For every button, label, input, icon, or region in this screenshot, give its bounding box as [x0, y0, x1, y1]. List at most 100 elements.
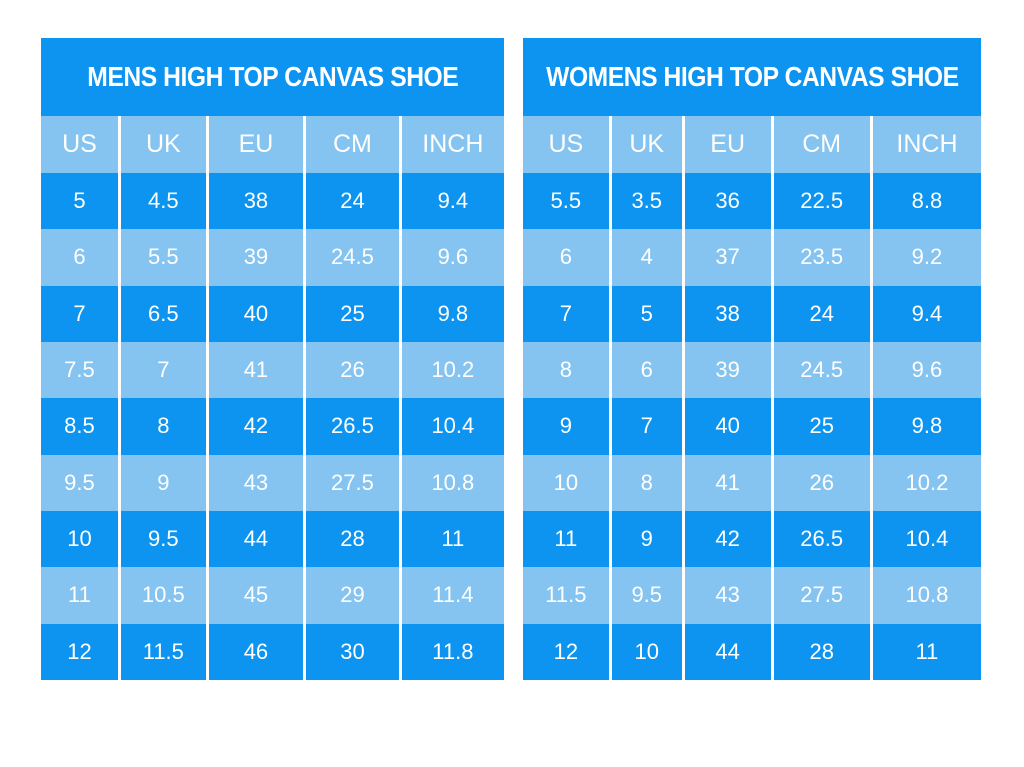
size-cell: 24 — [773, 285, 870, 342]
size-cell: 5 — [611, 285, 682, 342]
size-cell: 11.5 — [120, 623, 206, 680]
size-cell: 41 — [684, 454, 771, 511]
size-cell: 7 — [523, 285, 609, 342]
womens-table-title-text: WOMENS HIGH TOP CANVAS SHOE — [545, 61, 959, 92]
size-cell: 8.8 — [872, 173, 981, 230]
size-cell: 44 — [684, 623, 771, 680]
size-cell: 28 — [773, 623, 870, 680]
size-cell: 11 — [401, 510, 504, 568]
size-cell: 10.2 — [401, 341, 504, 399]
size-cell: 5.5 — [523, 173, 609, 230]
size-cell: 11.4 — [401, 567, 504, 624]
size-cell: 11.8 — [401, 623, 504, 680]
size-cell: 26.5 — [773, 510, 870, 568]
size-cell: 42 — [208, 398, 304, 455]
size-cell: 10.5 — [120, 567, 206, 624]
size-cell: 36 — [684, 173, 771, 230]
mens-table-title: MENS HIGH TOP CANVAS SHOE — [41, 38, 504, 116]
size-cell: 9.8 — [872, 398, 981, 455]
size-cell: 10 — [523, 454, 609, 511]
womens-size-table: WOMENS HIGH TOP CANVAS SHOE US UK EU CM INCH… — [523, 38, 981, 680]
size-cell: 9.4 — [401, 173, 504, 230]
size-cell: 10.4 — [872, 510, 981, 568]
size-cell: 23.5 — [773, 229, 870, 286]
size-cell: 9.2 — [872, 229, 981, 286]
column-header-eu: EU — [208, 116, 304, 173]
size-cell: 11 — [872, 623, 981, 680]
mens-size-table: MENS HIGH TOP CANVAS SHOE US UK EU CM INCH 5 4… — [41, 38, 504, 680]
size-cell: 10.8 — [401, 454, 504, 511]
size-cell: 25 — [306, 285, 399, 342]
size-cell: 9 — [120, 454, 206, 511]
size-cell: 7.5 — [41, 341, 118, 399]
size-cell: 41 — [208, 341, 304, 399]
size-cell: 25 — [773, 398, 870, 455]
size-cell: 10.2 — [872, 454, 981, 511]
size-cell: 43 — [208, 454, 304, 511]
size-cell: 5 — [41, 173, 118, 230]
size-cell: 24.5 — [773, 341, 870, 399]
size-cell: 10.4 — [401, 398, 504, 455]
column-header-uk: UK — [120, 116, 206, 173]
size-cell: 39 — [208, 229, 304, 286]
size-cell: 11.5 — [523, 567, 609, 624]
size-cell: 43 — [684, 567, 771, 624]
size-cell: 5.5 — [120, 229, 206, 286]
size-cell: 9.5 — [120, 510, 206, 568]
size-cell: 8.5 — [41, 398, 118, 455]
size-cell: 11 — [41, 567, 118, 624]
size-cell: 6 — [611, 341, 682, 399]
size-cell: 10 — [41, 510, 118, 568]
size-cell: 24 — [306, 173, 399, 230]
size-cell: 42 — [684, 510, 771, 568]
size-cell: 38 — [208, 173, 304, 230]
size-cell: 27.5 — [306, 454, 399, 511]
size-cell: 8 — [120, 398, 206, 455]
size-cell: 9 — [611, 510, 682, 568]
size-cell: 7 — [41, 285, 118, 342]
womens-table-title: WOMENS HIGH TOP CANVAS SHOE — [523, 38, 981, 116]
size-cell: 9 — [523, 398, 609, 455]
womens-size-grid: US UK EU CM INCH 5.5 3.5 36 22.5 8.8 6 4 37 23.5 9.2 7 5… — [523, 116, 981, 680]
size-cell: 6 — [41, 229, 118, 286]
size-cell: 8 — [523, 341, 609, 399]
column-header-eu: EU — [684, 116, 771, 173]
size-cell: 4.5 — [120, 173, 206, 230]
size-cell: 40 — [208, 285, 304, 342]
size-cell: 6.5 — [120, 285, 206, 342]
size-cell: 39 — [684, 341, 771, 399]
size-cell: 10.8 — [872, 567, 981, 624]
size-cell: 12 — [41, 623, 118, 680]
size-cell: 9.4 — [872, 285, 981, 342]
size-cell: 4 — [611, 229, 682, 286]
size-cell: 44 — [208, 510, 304, 568]
size-cell: 3.5 — [611, 173, 682, 230]
size-cell: 11 — [523, 510, 609, 568]
column-header-cm: CM — [306, 116, 399, 173]
column-header-cm: CM — [773, 116, 870, 173]
size-cell: 38 — [684, 285, 771, 342]
size-cell: 9.5 — [611, 567, 682, 624]
size-cell: 6 — [523, 229, 609, 286]
size-cell: 8 — [611, 454, 682, 511]
size-cell: 28 — [306, 510, 399, 568]
size-cell: 26 — [306, 341, 399, 399]
size-cell: 40 — [684, 398, 771, 455]
size-cell: 9.6 — [401, 229, 504, 286]
column-header-us: US — [41, 116, 118, 173]
size-cell: 29 — [306, 567, 399, 624]
size-cell: 9.5 — [41, 454, 118, 511]
size-cell: 26.5 — [306, 398, 399, 455]
size-cell: 7 — [120, 341, 206, 399]
size-cell: 12 — [523, 623, 609, 680]
size-cell: 37 — [684, 229, 771, 286]
size-cell: 9.6 — [872, 341, 981, 399]
column-header-inch: INCH — [872, 116, 981, 173]
mens-size-grid: US UK EU CM INCH 5 4.5 38 24 9.4 6 5.5 39 24.5 9.6 7 6.5… — [41, 116, 504, 680]
size-cell: 22.5 — [773, 173, 870, 230]
size-cell: 24.5 — [306, 229, 399, 286]
column-header-inch: INCH — [401, 116, 504, 173]
mens-table-title-text: MENS HIGH TOP CANVAS SHOE — [86, 61, 458, 92]
column-header-us: US — [523, 116, 609, 173]
